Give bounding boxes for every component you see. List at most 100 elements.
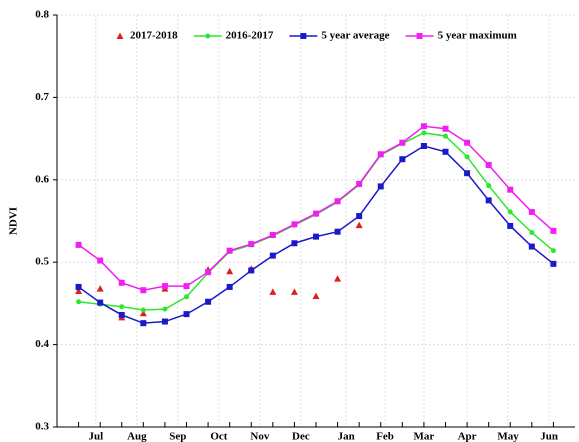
legend-label: 2017-2018 bbox=[130, 30, 178, 42]
marker bbox=[313, 210, 319, 217]
marker bbox=[334, 275, 342, 282]
marker bbox=[205, 33, 211, 39]
marker bbox=[97, 257, 104, 264]
legend-item: 2016-2017 bbox=[193, 30, 274, 42]
marker bbox=[485, 197, 492, 204]
marker bbox=[442, 125, 449, 132]
marker bbox=[528, 208, 535, 215]
marker bbox=[421, 130, 427, 136]
marker bbox=[300, 33, 307, 39]
marker bbox=[248, 241, 255, 248]
marker bbox=[528, 243, 535, 250]
marker bbox=[291, 221, 298, 228]
marker bbox=[75, 283, 82, 290]
x-tick-label: Sep bbox=[169, 431, 186, 442]
marker bbox=[312, 292, 320, 299]
x-tick-label: Aug bbox=[127, 431, 147, 442]
marker bbox=[161, 318, 168, 325]
x-tick-label: May bbox=[497, 431, 519, 442]
series-line bbox=[78, 132, 554, 311]
marker bbox=[162, 306, 168, 312]
x-tick-label: Jun bbox=[540, 431, 558, 442]
marker bbox=[420, 123, 427, 130]
marker bbox=[443, 133, 448, 139]
marker bbox=[416, 33, 423, 39]
marker bbox=[485, 161, 492, 168]
x-tick-label: Dec bbox=[292, 431, 310, 442]
x-tick-label: Oct bbox=[210, 431, 227, 442]
legend-item: 5 year maximum bbox=[405, 30, 517, 42]
marker bbox=[205, 269, 212, 276]
marker bbox=[313, 233, 319, 240]
marker bbox=[291, 240, 298, 247]
marker bbox=[75, 241, 82, 248]
marker bbox=[334, 228, 341, 235]
marker bbox=[96, 285, 104, 292]
marker bbox=[399, 156, 406, 163]
marker bbox=[464, 139, 471, 146]
marker bbox=[420, 143, 427, 150]
marker bbox=[529, 230, 535, 236]
marker bbox=[139, 309, 147, 317]
y-tick-label: 0.7 bbox=[35, 91, 49, 103]
x-tick-label: Jul bbox=[89, 431, 104, 442]
marker bbox=[226, 267, 234, 275]
marker bbox=[507, 209, 513, 215]
marker bbox=[184, 294, 189, 300]
marker bbox=[119, 304, 125, 310]
marker bbox=[118, 311, 125, 318]
marker bbox=[442, 148, 449, 155]
x-tick-label: Apr bbox=[458, 431, 477, 442]
marker bbox=[118, 279, 125, 286]
marker bbox=[97, 299, 104, 306]
legend-item: 2017-2018 bbox=[116, 30, 178, 42]
marker bbox=[550, 260, 557, 267]
y-tick-label: 0.4 bbox=[35, 338, 49, 350]
marker bbox=[75, 287, 83, 295]
legend-label: 5 year average bbox=[321, 30, 389, 42]
marker bbox=[377, 183, 384, 190]
x-tick-label: Feb bbox=[376, 431, 394, 442]
marker bbox=[356, 213, 363, 220]
legend-label: 2016-2017 bbox=[226, 30, 274, 42]
marker bbox=[377, 151, 384, 158]
marker bbox=[507, 186, 514, 193]
marker bbox=[334, 198, 341, 205]
marker bbox=[183, 311, 190, 318]
marker bbox=[464, 170, 471, 177]
marker bbox=[248, 267, 255, 274]
marker bbox=[140, 287, 147, 294]
y-tick-label: 0.3 bbox=[35, 421, 49, 433]
legend-label: 5 year maximum bbox=[438, 30, 517, 42]
x-tick-label: Mar bbox=[414, 431, 435, 442]
marker bbox=[550, 227, 557, 234]
marker bbox=[269, 252, 276, 259]
series-line bbox=[78, 125, 554, 291]
marker bbox=[486, 183, 492, 189]
marker bbox=[205, 298, 212, 305]
marker bbox=[183, 283, 190, 290]
x-tick-label: Jan bbox=[338, 431, 355, 442]
y-axis-label: NDVI bbox=[8, 207, 20, 235]
marker bbox=[550, 248, 556, 254]
marker bbox=[356, 180, 363, 187]
marker bbox=[76, 299, 82, 305]
marker bbox=[269, 288, 277, 295]
marker bbox=[226, 283, 233, 290]
marker bbox=[290, 288, 298, 295]
marker bbox=[140, 320, 147, 327]
marker bbox=[355, 221, 363, 229]
marker bbox=[507, 222, 514, 229]
marker bbox=[464, 154, 470, 160]
y-tick-label: 0.6 bbox=[35, 173, 49, 185]
marker bbox=[269, 232, 276, 239]
marker bbox=[116, 32, 124, 39]
marker bbox=[140, 307, 146, 313]
marker bbox=[161, 283, 168, 290]
y-tick-label: 0.8 bbox=[35, 9, 49, 21]
marker bbox=[399, 139, 406, 146]
x-tick-label: Nov bbox=[250, 431, 269, 442]
y-tick-label: 0.5 bbox=[35, 256, 49, 268]
legend-item: 5 year average bbox=[289, 30, 390, 42]
